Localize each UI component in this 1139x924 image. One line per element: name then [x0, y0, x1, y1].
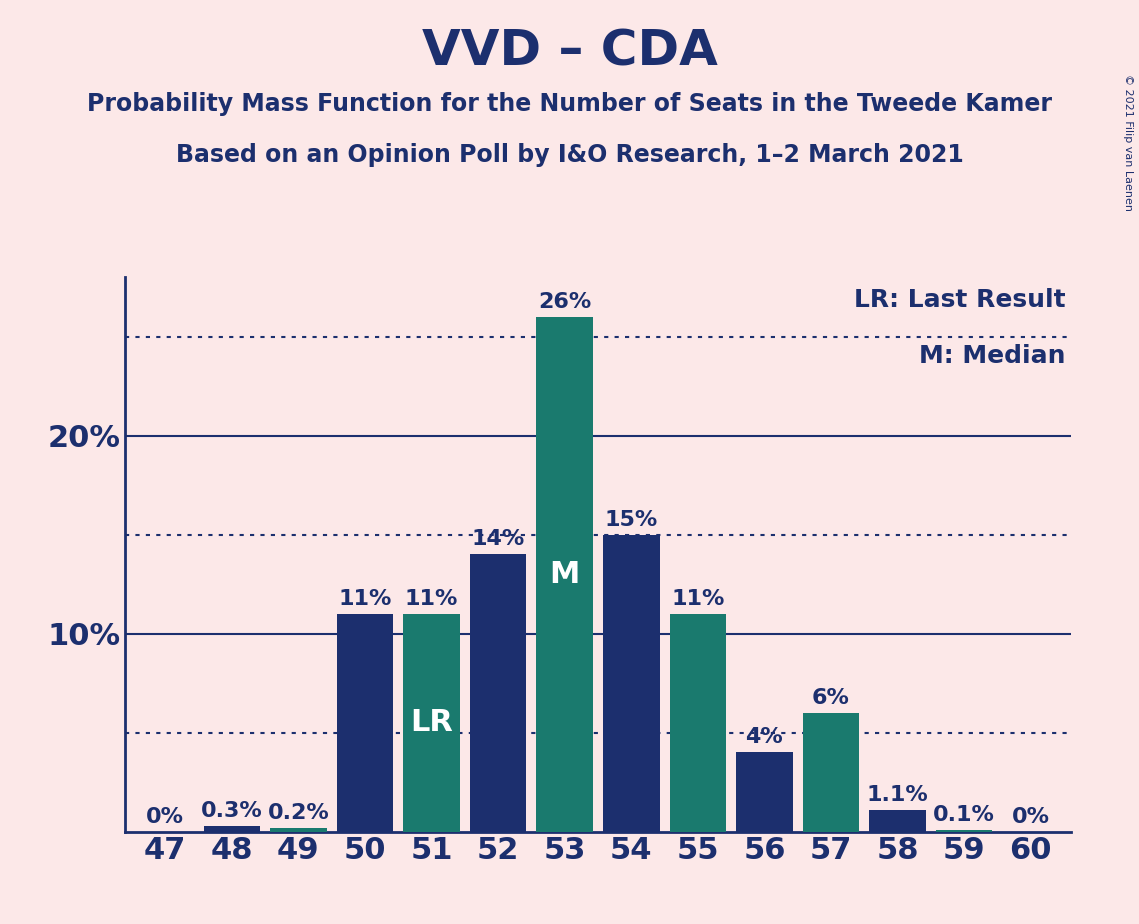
Bar	[803, 712, 859, 832]
Bar	[603, 535, 659, 832]
Text: 0%: 0%	[1011, 807, 1050, 827]
Text: 15%: 15%	[605, 510, 658, 529]
Bar	[869, 809, 926, 832]
Bar	[204, 826, 260, 832]
Text: 0.2%: 0.2%	[268, 803, 329, 822]
Text: M: Median: M: Median	[919, 344, 1066, 368]
Text: LR: LR	[410, 708, 453, 737]
Text: VVD – CDA: VVD – CDA	[421, 28, 718, 76]
Text: 4%: 4%	[746, 727, 784, 748]
Text: 14%: 14%	[472, 529, 525, 550]
Text: 11%: 11%	[338, 589, 392, 609]
Text: 11%: 11%	[671, 589, 724, 609]
Bar	[936, 830, 992, 832]
Bar	[337, 614, 393, 832]
Text: LR: Last Result: LR: Last Result	[854, 288, 1066, 312]
Bar	[270, 828, 327, 832]
Bar	[670, 614, 727, 832]
Text: 0%: 0%	[146, 807, 185, 827]
Text: 0.3%: 0.3%	[200, 801, 263, 821]
Bar	[403, 614, 460, 832]
Text: Based on an Opinion Poll by I&O Research, 1–2 March 2021: Based on an Opinion Poll by I&O Research…	[175, 143, 964, 167]
Text: 26%: 26%	[538, 292, 591, 312]
Text: Probability Mass Function for the Number of Seats in the Tweede Kamer: Probability Mass Function for the Number…	[87, 92, 1052, 116]
Text: 0.1%: 0.1%	[933, 805, 995, 824]
Text: 6%: 6%	[812, 687, 850, 708]
Text: M: M	[549, 560, 580, 589]
Bar	[536, 317, 593, 832]
Text: © 2021 Filip van Laenen: © 2021 Filip van Laenen	[1123, 74, 1133, 211]
Bar	[469, 554, 526, 832]
Text: 11%: 11%	[404, 589, 458, 609]
Bar	[736, 752, 793, 832]
Text: 1.1%: 1.1%	[867, 784, 928, 805]
